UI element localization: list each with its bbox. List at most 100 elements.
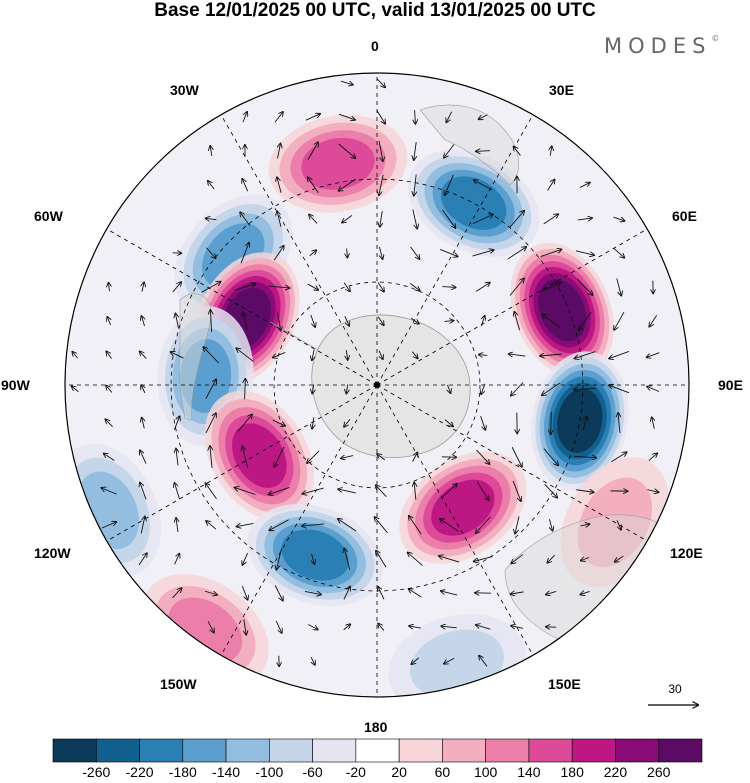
positive-anomaly-center bbox=[399, 451, 527, 564]
wind-vector-arrow bbox=[312, 384, 314, 394]
wind-vector-arrow bbox=[206, 218, 217, 219]
colorbar-tick-label: -220 bbox=[125, 764, 154, 780]
modes-logo: MODES© bbox=[604, 34, 719, 58]
wind-vector-arrow bbox=[448, 384, 451, 393]
wind-vector-arrow bbox=[308, 624, 317, 629]
colorbar-segment bbox=[528, 738, 573, 763]
map-disc bbox=[65, 73, 689, 697]
wind-vector-arrow bbox=[343, 624, 351, 631]
landmass-antarctica bbox=[269, 314, 471, 458]
brand-text: MODES bbox=[604, 34, 712, 58]
colorbar-segment bbox=[398, 738, 443, 763]
wind-vector-arrow bbox=[579, 311, 592, 330]
wind-vector-arrow bbox=[376, 78, 385, 88]
reference-vector-label: 30 bbox=[668, 682, 682, 696]
wind-vector-arrow bbox=[273, 246, 284, 261]
wind-vector-arrow bbox=[511, 446, 522, 467]
wind-vector-arrow bbox=[472, 250, 493, 257]
wind-vector-arrow bbox=[141, 316, 144, 327]
wind-vector-arrow bbox=[647, 352, 660, 358]
map-border bbox=[64, 72, 690, 698]
landmass-south-america bbox=[178, 293, 212, 421]
wind-vector-arrow bbox=[312, 349, 314, 360]
wind-vector-arrow bbox=[514, 147, 521, 156]
wind-vector-arrow bbox=[375, 517, 388, 534]
wind-vector-arrow bbox=[205, 379, 216, 399]
wind-vector-arrow bbox=[474, 180, 493, 191]
colorbar-segment bbox=[52, 738, 97, 763]
colorbar-segment bbox=[571, 738, 616, 763]
wind-vector-arrow bbox=[576, 490, 594, 493]
colorbar-segment bbox=[182, 738, 227, 763]
colorbar-segment bbox=[312, 738, 357, 763]
colorbar-tick-label: 60 bbox=[434, 764, 451, 780]
wind-vector-arrow bbox=[440, 519, 459, 532]
colorbar-tick-label: 260 bbox=[647, 764, 671, 780]
wind-vector-arrow bbox=[343, 282, 350, 292]
wind-vector-arrow bbox=[242, 552, 249, 565]
wind-vector-arrow bbox=[341, 456, 354, 459]
wind-vector-arrow bbox=[245, 379, 246, 400]
wind-vector-arrow bbox=[441, 626, 457, 628]
colorbar-tick-label: -180 bbox=[168, 764, 197, 780]
wind-vector-arrow bbox=[305, 114, 320, 121]
wind-vector-arrow bbox=[140, 483, 147, 500]
wind-vector-arrow bbox=[440, 249, 457, 256]
lon-label-30e: 30E bbox=[549, 82, 574, 98]
wind-vector-arrow bbox=[140, 517, 145, 534]
wind-vector-arrow bbox=[307, 142, 318, 160]
wind-vector-arrow bbox=[275, 620, 282, 633]
meridian-line bbox=[220, 384, 378, 656]
south-pole-marker bbox=[374, 382, 380, 388]
meridian-line bbox=[220, 114, 378, 386]
wind-vector-arrow bbox=[543, 214, 558, 225]
wind-vector-arrow bbox=[444, 657, 455, 663]
wind-vector-arrow bbox=[481, 383, 486, 394]
wind-vector-arrow bbox=[171, 352, 184, 359]
wind-vector-arrow bbox=[410, 317, 419, 324]
wind-vector-arrow bbox=[412, 453, 418, 462]
wind-vector-arrow bbox=[236, 348, 255, 363]
wind-vector-arrow bbox=[340, 80, 353, 85]
wind-vector-arrow bbox=[544, 484, 557, 497]
wind-vector-arrow bbox=[240, 243, 249, 264]
wind-vector-arrow bbox=[243, 312, 248, 330]
wind-vector-arrow bbox=[616, 278, 621, 295]
colorbar-tick-label: 100 bbox=[473, 764, 498, 780]
latitude-circle bbox=[170, 178, 584, 592]
negative-anomaly-center bbox=[247, 503, 383, 607]
positive-anomaly-center bbox=[268, 114, 408, 213]
wind-vector-arrow bbox=[338, 143, 356, 158]
wind-vector-arrow bbox=[479, 114, 488, 119]
wind-vector-arrow bbox=[174, 554, 180, 565]
wind-vector-arrow bbox=[274, 585, 283, 601]
wind-vector-arrow bbox=[582, 416, 587, 430]
wind-vector-arrow bbox=[104, 454, 115, 461]
wind-vector-arrow bbox=[444, 144, 455, 157]
wind-vector-arrow bbox=[444, 321, 453, 322]
colorbar-tick-label: 180 bbox=[560, 764, 584, 780]
wind-vector-arrow bbox=[311, 656, 315, 665]
wind-vector-arrow bbox=[206, 483, 217, 500]
colorbar-segment bbox=[269, 738, 313, 763]
wind-vector-arrow bbox=[309, 215, 318, 224]
anomaly-contour bbox=[431, 479, 495, 536]
wind-vector-arrow bbox=[310, 314, 315, 327]
wind-vector-arrow bbox=[509, 279, 524, 296]
wind-vector-arrow bbox=[581, 557, 590, 560]
wind-vector-arrow bbox=[614, 311, 625, 330]
wind-vector-arrow bbox=[411, 657, 419, 664]
wind-vector-arrow bbox=[274, 112, 283, 123]
wind-vector-arrow bbox=[647, 387, 660, 392]
wind-vector-arrow bbox=[347, 248, 348, 257]
wind-vector-arrow bbox=[446, 111, 453, 123]
meridian-line bbox=[106, 384, 378, 542]
wind-vector-arrow bbox=[176, 449, 178, 466]
meridian-line bbox=[106, 228, 378, 386]
wind-vector-arrow bbox=[480, 416, 486, 430]
wind-vector-arrow bbox=[208, 181, 215, 190]
wind-vector-arrow bbox=[312, 553, 315, 564]
wind-vector-arrow bbox=[101, 488, 117, 495]
wind-vector-arrow bbox=[379, 174, 384, 195]
